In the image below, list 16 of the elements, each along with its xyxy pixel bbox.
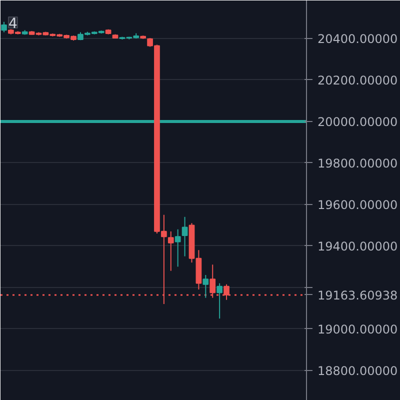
candlestick (202, 274, 209, 298)
y-tick-label: 19000.00000 (318, 322, 398, 336)
candlestick (174, 228, 181, 268)
candlestick (168, 230, 174, 272)
y-tick-label: 19800.00000 (318, 156, 398, 170)
y-tick-label: 19600.00000 (318, 198, 398, 212)
y-tick-label: 19400.00000 (318, 239, 398, 254)
candlestick (216, 282, 222, 320)
y-tick-label: 18800.00000 (318, 364, 398, 378)
y-tick-label: 20400.00000 (318, 32, 398, 46)
annotation: 4 (8, 16, 18, 32)
candlestick (1, 21, 7, 33)
y-tick-label: 20200.00000 (318, 73, 398, 88)
ref-line-label: 19163.60938 (318, 288, 398, 302)
y-tick-label: 20000.00000 (318, 114, 398, 129)
candlestick (182, 216, 188, 257)
